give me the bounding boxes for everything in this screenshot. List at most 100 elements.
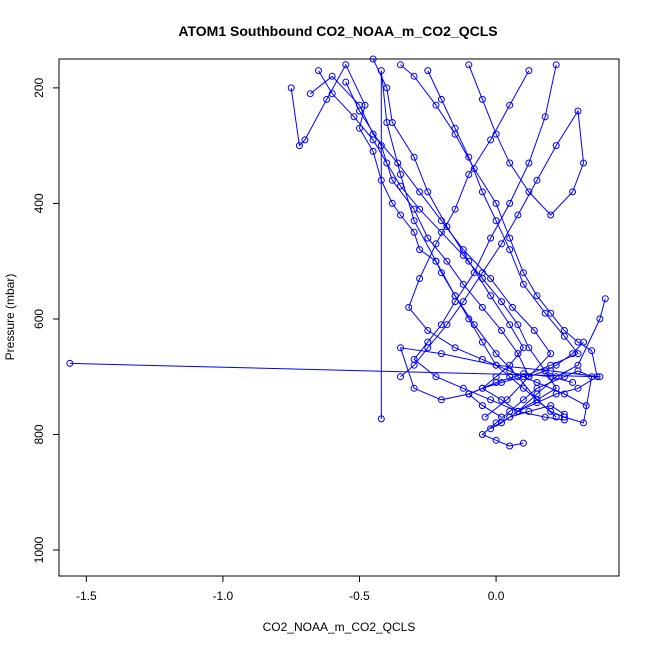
y-tick-label: 600 bbox=[32, 309, 46, 329]
data-point bbox=[552, 413, 560, 421]
data-point bbox=[541, 367, 549, 375]
data-point bbox=[451, 298, 459, 306]
data-point bbox=[369, 130, 377, 138]
data-point bbox=[383, 119, 391, 126]
data-point bbox=[506, 321, 514, 329]
series-line-7 bbox=[69, 347, 600, 401]
data-point bbox=[506, 234, 514, 242]
data-point bbox=[388, 199, 396, 207]
data-point bbox=[574, 384, 582, 392]
data-point bbox=[388, 176, 396, 184]
data-point bbox=[492, 130, 500, 138]
data-point bbox=[525, 188, 533, 196]
data-point bbox=[498, 240, 505, 248]
data-point bbox=[492, 199, 500, 207]
data-point bbox=[506, 159, 514, 167]
series-line-11 bbox=[413, 64, 565, 421]
data-point bbox=[560, 373, 568, 381]
data-point bbox=[525, 159, 533, 167]
data-point bbox=[410, 228, 418, 236]
data-point bbox=[541, 113, 549, 121]
data-point bbox=[580, 338, 587, 346]
y-tick-label: 400 bbox=[32, 193, 46, 213]
data-point bbox=[506, 101, 514, 109]
x-tick-label: -1.0 bbox=[213, 589, 234, 603]
data-point bbox=[506, 199, 514, 207]
data-point bbox=[525, 67, 533, 75]
data-point bbox=[301, 136, 309, 144]
data-point bbox=[547, 350, 555, 358]
data-point bbox=[478, 188, 486, 196]
data-point bbox=[498, 298, 505, 306]
data-point bbox=[397, 61, 404, 69]
data-point bbox=[342, 61, 350, 69]
data-point bbox=[492, 350, 500, 358]
data-point bbox=[383, 159, 391, 167]
data-point bbox=[541, 309, 549, 317]
data-point bbox=[552, 142, 560, 150]
data-point bbox=[478, 355, 486, 363]
data-point bbox=[533, 176, 541, 184]
data-point bbox=[410, 205, 418, 213]
data-point bbox=[519, 384, 527, 392]
data-point bbox=[383, 84, 391, 92]
data-point bbox=[560, 332, 568, 340]
data-point bbox=[437, 321, 445, 329]
data-point bbox=[569, 379, 577, 386]
data-point bbox=[424, 234, 432, 242]
data-point bbox=[356, 101, 363, 109]
data-point bbox=[465, 153, 473, 161]
data-point bbox=[519, 439, 527, 447]
data-point bbox=[432, 101, 440, 109]
data-point bbox=[596, 315, 604, 323]
data-point bbox=[328, 90, 336, 98]
data-point bbox=[541, 413, 549, 421]
series-line-4 bbox=[400, 64, 598, 412]
data-point bbox=[432, 257, 440, 265]
data-point bbox=[432, 240, 440, 248]
data-point bbox=[552, 61, 560, 69]
data-point bbox=[547, 402, 555, 410]
data-point bbox=[547, 211, 555, 219]
data-point bbox=[66, 359, 74, 367]
data-point bbox=[410, 384, 418, 392]
x-tick-label: -0.5 bbox=[349, 589, 370, 603]
x-axis-label: CO2_NOAA_m_CO2_QCLS bbox=[263, 620, 416, 634]
data-point bbox=[350, 113, 358, 121]
data-point bbox=[315, 67, 322, 75]
plot-frame bbox=[58, 58, 620, 577]
data-point bbox=[487, 275, 495, 282]
data-point bbox=[478, 95, 486, 103]
series-line-1 bbox=[290, 63, 593, 447]
data-point bbox=[451, 344, 459, 352]
y-axis-label: Pressure (mbar) bbox=[3, 274, 17, 361]
data-point bbox=[596, 373, 604, 381]
data-point bbox=[574, 361, 582, 369]
data-point bbox=[459, 298, 467, 306]
data-point bbox=[514, 407, 522, 415]
data-point bbox=[410, 217, 418, 225]
data-point bbox=[416, 246, 424, 254]
data-point bbox=[443, 257, 451, 265]
data-point bbox=[410, 355, 418, 363]
data-point bbox=[478, 402, 486, 410]
data-point bbox=[465, 61, 473, 69]
data-point bbox=[478, 303, 486, 311]
series-line-10 bbox=[408, 70, 587, 407]
data-point bbox=[328, 72, 336, 80]
data-point bbox=[377, 67, 385, 75]
data-point bbox=[416, 275, 424, 282]
x-tick-label: -1.5 bbox=[76, 589, 97, 603]
data-point bbox=[506, 442, 514, 450]
data-point bbox=[533, 379, 541, 386]
data-point bbox=[498, 327, 505, 334]
chart-title: ATOM1 Southbound CO2_NOAA_m_CO2_QCLS bbox=[178, 23, 497, 39]
data-point bbox=[503, 396, 511, 404]
data-point bbox=[397, 344, 404, 352]
data-point bbox=[498, 413, 505, 421]
data-point bbox=[478, 384, 486, 392]
data-point bbox=[437, 350, 445, 358]
plot-layer bbox=[66, 55, 609, 450]
data-point bbox=[437, 228, 445, 236]
